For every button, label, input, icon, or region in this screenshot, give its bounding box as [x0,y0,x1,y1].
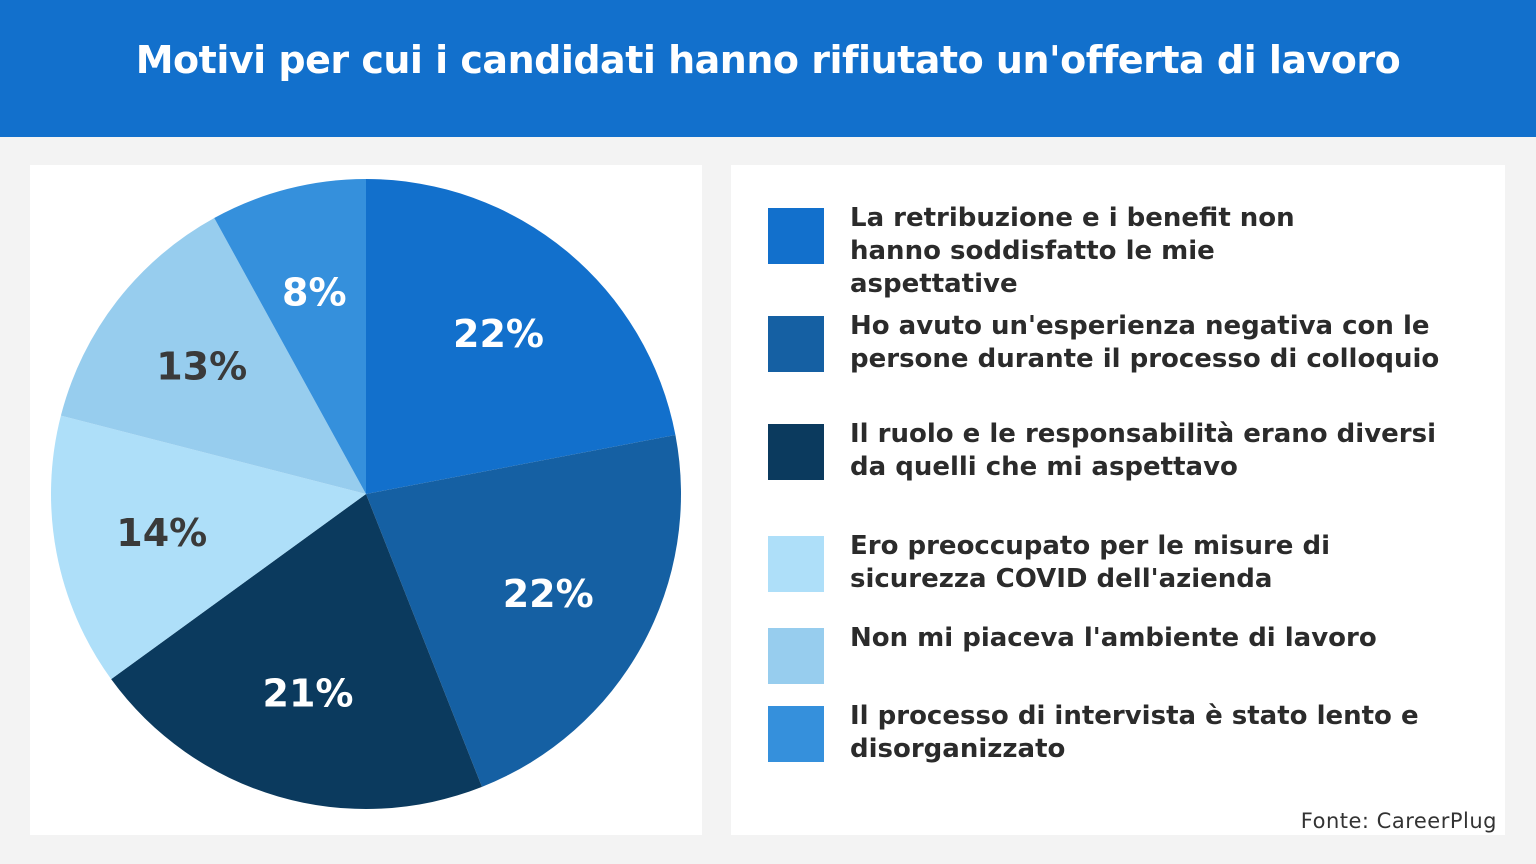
pie-slice [366,179,676,494]
legend-item: Il ruolo e le responsabilità erano diver… [768,419,1460,484]
legend-item: Ho avuto un'esperienza negativa con le p… [768,311,1460,376]
slice-data-label: 21% [263,672,354,716]
legend-label: La retribuzione e i benefit non hanno so… [850,203,1295,299]
legend-label: Ero preoccupato per le misure di sicurez… [850,531,1330,594]
legend-label: Non mi piaceva l'ambiente di lavoro [850,623,1377,653]
legend-item: La retribuzione e i benefit non hanno so… [768,203,1310,301]
slice-data-label: 22% [453,312,544,356]
slice-data-label: 8% [282,271,347,315]
legend-label: Il processo di intervista è stato lento … [850,701,1419,764]
legend-item: Non mi piaceva l'ambiente di lavoro [768,623,1460,684]
legend-label: Il ruolo e le responsabilità erano diver… [850,419,1436,482]
slice-data-label: 22% [503,572,594,616]
pie-slice [214,179,366,494]
legend-item: Ero preoccupato per le misure di sicurez… [768,531,1370,596]
legend-swatch [768,628,824,684]
legend-swatch [768,208,824,264]
slice-data-label: 13% [156,345,247,389]
slice-data-label: 14% [116,511,207,555]
pie-panel: 22% 22% 21% 14% 13% 8% [30,165,702,835]
pie-chart: 22% 22% 21% 14% 13% 8% [50,179,681,809]
legend-panel: La retribuzione e i benefit non hanno so… [731,165,1505,835]
source-note: Fonte: CareerPlug [1300,809,1497,833]
chart-title: Motivi per cui i candidati hanno rifiuta… [135,37,1401,82]
pie-slice [60,217,367,495]
pie-slice [50,415,366,680]
legend-item: Il processo di intervista è stato lento … [768,701,1460,766]
pie-slice [111,494,482,809]
legend-swatch [768,536,824,592]
pie-slice [366,434,681,787]
legend-swatch [768,316,824,372]
header-banner: Motivi per cui i candidati hanno rifiuta… [0,0,1536,137]
legend-swatch [768,706,824,762]
legend-swatch [768,424,824,480]
legend-label: Ho avuto un'esperienza negativa con le p… [850,311,1440,374]
